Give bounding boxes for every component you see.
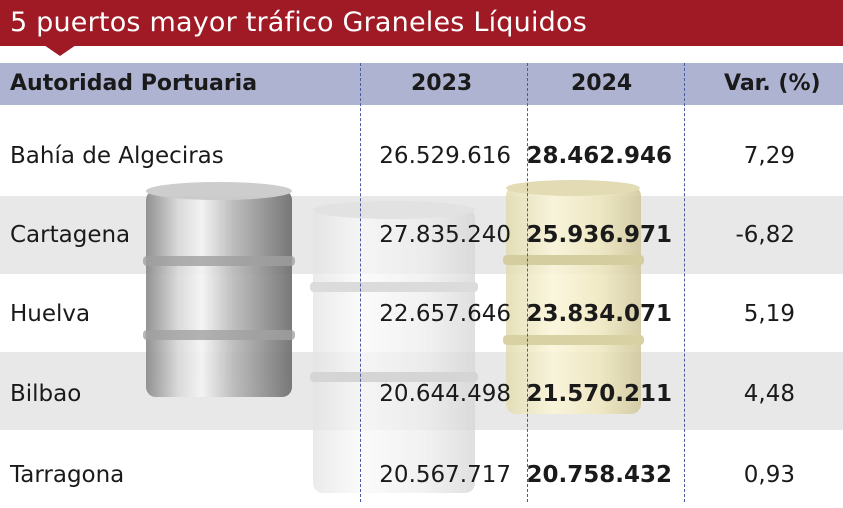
header-port: Autoridad Portuaria (10, 71, 258, 96)
cell-port: Bilbao (10, 381, 82, 407)
header-2023: 2023 (411, 71, 473, 96)
cell-port: Huelva (10, 301, 91, 327)
cell-2023: 20.567.717 (379, 462, 511, 488)
column-divider (527, 63, 528, 502)
title-notch (44, 45, 76, 56)
cell-port: Tarragona (10, 462, 125, 488)
cell-2023: 27.835.240 (379, 222, 511, 248)
cell-var: 5,19 (743, 301, 795, 327)
cell-2023: 26.529.616 (379, 143, 511, 169)
header-2024: 2024 (571, 71, 633, 96)
cell-var: 0,93 (743, 462, 795, 488)
header-var: Var. (%) (724, 71, 821, 96)
cell-2024: 28.462.946 (526, 143, 672, 169)
cell-2023: 22.657.646 (379, 301, 511, 327)
cell-var: 7,29 (743, 143, 795, 169)
cell-2023: 20.644.498 (379, 381, 511, 407)
title-bar: 5 puertos mayor tráfico Graneles Líquido… (0, 0, 843, 46)
cell-port: Bahía de Algeciras (10, 143, 224, 169)
column-divider (684, 63, 685, 502)
cell-var: -6,82 (735, 222, 795, 248)
row-band (0, 118, 843, 196)
cell-2024: 21.570.211 (526, 381, 672, 407)
page-title: 5 puertos mayor tráfico Graneles Líquido… (10, 7, 587, 38)
cell-var: 4,48 (743, 381, 795, 407)
cell-2024: 20.758.432 (526, 462, 672, 488)
cell-2024: 23.834.071 (526, 301, 672, 327)
column-divider (360, 63, 361, 502)
table-header: Autoridad Portuaria 2023 2024 Var. (%) (0, 63, 843, 105)
cell-2024: 25.936.971 (526, 222, 672, 248)
cell-port: Cartagena (10, 222, 131, 248)
